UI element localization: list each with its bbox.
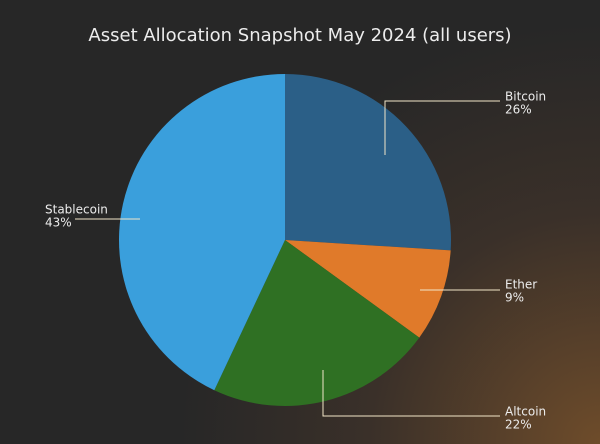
slice-value-label: 43% xyxy=(45,216,72,230)
slice-value-label: 26% xyxy=(505,103,532,117)
pie-slice xyxy=(214,240,420,406)
slice-value-label: 22% xyxy=(505,418,532,432)
slice-label: Ether xyxy=(505,278,537,292)
pie-slice xyxy=(285,74,451,251)
pie-slice xyxy=(119,74,285,391)
slice-label: Altcoin xyxy=(505,405,546,419)
leader-line xyxy=(384,100,500,155)
leader-line xyxy=(322,370,500,417)
slice-value-label: 9% xyxy=(505,291,524,305)
slice-label: Stablecoin xyxy=(45,203,108,217)
slice-label: Bitcoin xyxy=(505,90,546,104)
chart-title: Asset Allocation Snapshot May 2024 (all … xyxy=(88,25,511,46)
pie-slice xyxy=(285,240,451,338)
